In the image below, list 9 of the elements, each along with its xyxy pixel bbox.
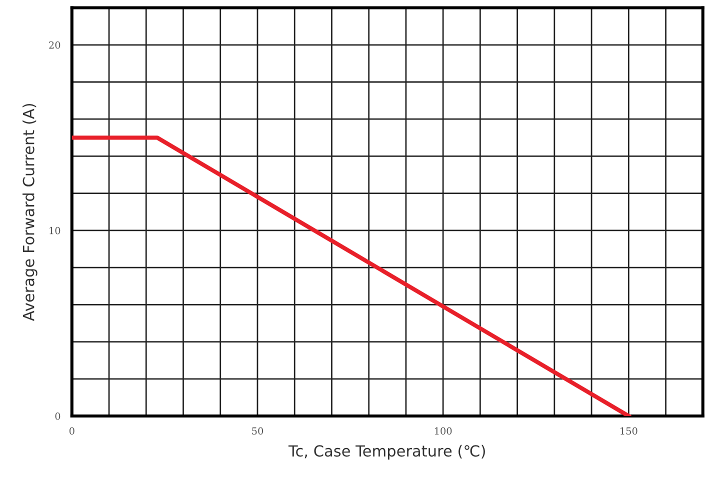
x-tick-label: 0 [69,427,74,435]
x-tick-label: 150 [620,427,638,435]
y-axis-title: Average Forward Current (A) [22,104,38,322]
y-tick-label: 20 [49,41,60,49]
y-tick-label: 10 [50,226,60,234]
x-tick-label: 100 [434,427,452,435]
x-tick-label: 50 [252,427,264,435]
x-axis-title: Tc, Case Temperature (℃) [288,444,485,460]
y-tick-label: 0 [55,412,60,420]
